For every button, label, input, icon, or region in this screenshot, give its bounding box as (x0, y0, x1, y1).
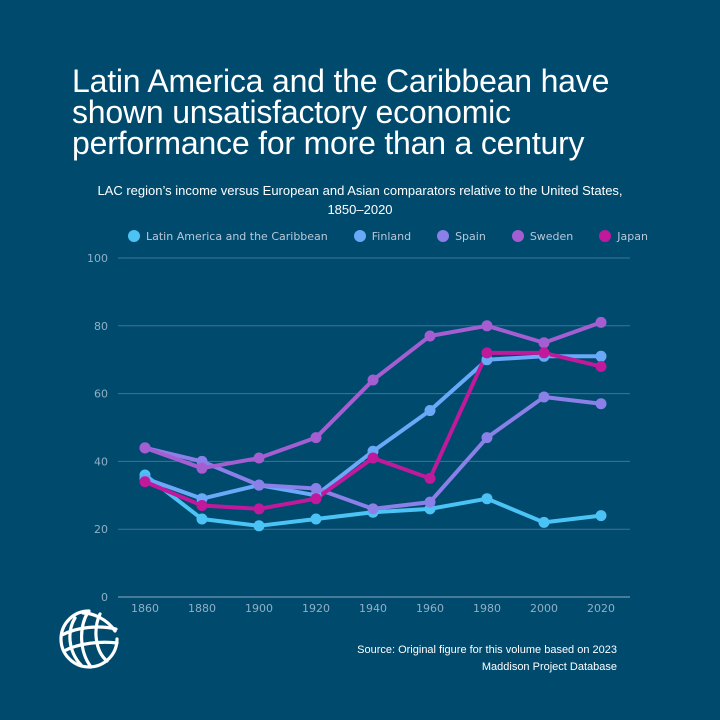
y-tick-label: 80 (94, 320, 108, 333)
y-tick-label: 20 (94, 523, 108, 536)
y-tick-label: 100 (87, 252, 108, 265)
x-tick-label: 2020 (587, 602, 615, 615)
data-point-sweden (481, 320, 493, 332)
data-point-sweden (424, 330, 436, 342)
data-point-latin-america-and-the-caribbean (196, 513, 208, 525)
subtitle-line: LAC region’s income versus European and … (97, 183, 623, 198)
subtitle-line: 1850–2020 (327, 202, 393, 217)
data-point-japan (538, 347, 550, 359)
x-tick-label: 1860 (131, 602, 159, 615)
x-tick-label: 2000 (530, 602, 558, 615)
data-point-spain (310, 483, 322, 495)
y-tick-label: 0 (101, 591, 108, 604)
data-point-sweden (538, 337, 550, 349)
title-line: shown unsatisfactory economic (72, 94, 511, 130)
data-point-latin-america-and-the-caribbean (481, 493, 493, 505)
x-tick-label: 1920 (302, 602, 330, 615)
chart-subtitle: LAC region’s income versus European and … (60, 181, 660, 219)
legend-swatch (128, 230, 140, 242)
legend-item-lac: Latin America and the Caribbean (128, 230, 328, 243)
legend-label: Japan (617, 229, 648, 243)
y-tick-label: 60 (94, 388, 108, 401)
data-point-spain (424, 496, 436, 508)
y-tick-label: 40 (94, 455, 108, 468)
data-point-japan (481, 347, 493, 359)
data-point-latin-america-and-the-caribbean (253, 520, 265, 532)
x-tick-label: 1980 (473, 602, 501, 615)
source-line: Source: Original figure for this volume … (357, 644, 617, 656)
title-line: Latin America and the Caribbean have (72, 63, 610, 99)
legend-label: Spain (455, 229, 486, 243)
data-point-japan (367, 452, 379, 464)
data-point-spain (253, 479, 265, 491)
chart-legend: Latin America and the Caribbean Finland … (128, 228, 674, 244)
legend-swatch (599, 230, 612, 242)
data-point-sweden (367, 374, 379, 386)
data-point-spain (367, 503, 379, 515)
data-point-japan (310, 493, 322, 505)
source-line: Maddison Project Database (481, 661, 617, 673)
data-point-latin-america-and-the-caribbean (595, 510, 607, 522)
series-line-latin-america-and-the-caribbean (143, 472, 603, 528)
data-point-spain (538, 391, 550, 403)
data-point-sweden (139, 442, 151, 454)
data-point-sweden (253, 452, 265, 464)
data-point-japan (424, 472, 436, 484)
data-point-sweden (310, 432, 322, 444)
data-point-latin-america-and-the-caribbean (538, 516, 550, 528)
legend-item-sweden: Sweden (511, 229, 574, 243)
world-bank-globe-icon (59, 609, 119, 669)
data-point-sweden (196, 462, 208, 474)
data-point-spain (481, 432, 493, 444)
data-point-finland (424, 405, 436, 417)
data-point-finland (595, 350, 607, 362)
data-point-japan (253, 503, 265, 515)
x-tick-label: 1880 (188, 602, 216, 615)
legend-swatch (437, 230, 450, 242)
page-title: Latin America and the Caribbean have sho… (72, 63, 672, 161)
x-tick-label: 1900 (245, 602, 273, 615)
data-point-sweden (595, 316, 607, 328)
source-note: Source: Original figure for this volume … (357, 642, 617, 676)
data-point-japan (196, 499, 208, 511)
legend-swatch (353, 230, 366, 242)
legend-item-finland: Finland (353, 229, 412, 243)
data-point-spain (595, 398, 607, 410)
legend-label: Finland (371, 229, 412, 243)
legend-label: Sweden (529, 229, 574, 243)
data-point-japan (595, 360, 607, 372)
data-point-japan (139, 476, 151, 488)
legend-item-spain: Spain (437, 230, 486, 243)
x-tick-label: 1960 (416, 602, 444, 615)
title-line: performance for more than a century (72, 125, 585, 161)
legend-item-japan: Japan (599, 230, 648, 243)
legend-swatch (511, 230, 524, 242)
x-tick-label: 1940 (359, 602, 387, 615)
legend-label: Latin America and the Caribbean (146, 229, 328, 243)
data-point-latin-america-and-the-caribbean (310, 513, 322, 525)
